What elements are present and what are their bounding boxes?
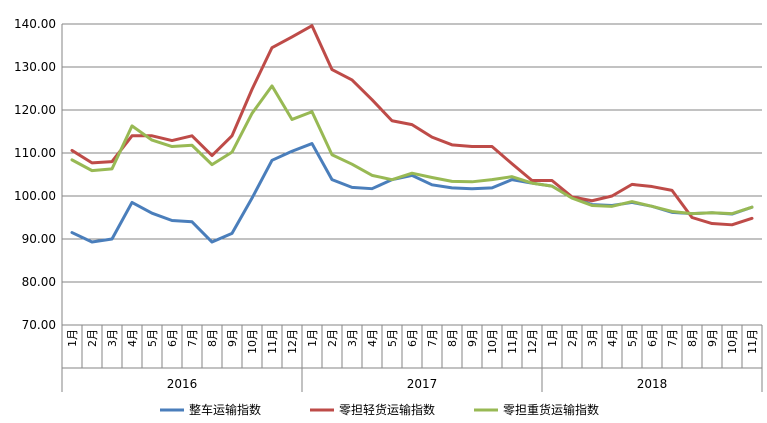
series-line-1 bbox=[70, 142, 754, 244]
x-tick-label: 10月 bbox=[726, 329, 739, 354]
legend-label: 整车运输指数 bbox=[189, 402, 261, 417]
x-tick-label: 11月 bbox=[506, 329, 519, 354]
x-tick-label: 5月 bbox=[146, 329, 159, 347]
series-line-2 bbox=[70, 24, 754, 227]
y-tick-label: 130.00 bbox=[14, 60, 56, 74]
x-tick-label: 2月 bbox=[566, 329, 579, 347]
series-line-3 bbox=[70, 84, 754, 216]
x-tick-label: 3月 bbox=[106, 329, 119, 347]
x-axis: 1月 2月 3月 4月 5月 6月 7月 8月 9月 10月 11月 12月 1月 2月 3月 4月 5月 6月 7… bbox=[61, 24, 763, 392]
legend-label: 零担重货运输指数 bbox=[503, 402, 599, 417]
y-tick-label: 140.00 bbox=[14, 17, 56, 31]
x-tick-label: 10月 bbox=[246, 329, 259, 354]
x-tick-label: 8月 bbox=[206, 329, 219, 347]
x-tick-label: 3月 bbox=[346, 329, 359, 347]
x-tick-label: 9月 bbox=[466, 329, 479, 347]
x-tick-label: 6月 bbox=[406, 329, 419, 347]
x-tick-label: 12月 bbox=[286, 329, 299, 354]
x-tick-label: 5月 bbox=[386, 329, 399, 347]
year-label: 2017 bbox=[407, 377, 438, 391]
x-tick-label: 4月 bbox=[126, 329, 139, 347]
y-tick-label: 90.00 bbox=[22, 232, 56, 246]
y-tick-label: 110.00 bbox=[14, 146, 56, 160]
x-tick-label: 12月 bbox=[526, 329, 539, 354]
x-tick-label: 1月 bbox=[66, 329, 79, 347]
x-tick-label: 11月 bbox=[746, 329, 759, 354]
y-tick-label: 80.00 bbox=[22, 275, 56, 289]
x-tick-label: 6月 bbox=[166, 329, 179, 347]
x-tick-label: 7月 bbox=[666, 329, 679, 347]
legend-label: 零担轻货运输指数 bbox=[339, 402, 435, 417]
x-tick-label: 4月 bbox=[606, 329, 619, 347]
x-tick-label: 8月 bbox=[686, 329, 699, 347]
x-tick-label: 8月 bbox=[446, 329, 459, 347]
series-lines bbox=[70, 24, 754, 244]
x-tick-label: 10月 bbox=[486, 329, 499, 354]
year-label: 2018 bbox=[637, 377, 668, 391]
x-tick-label: 7月 bbox=[426, 329, 439, 347]
x-tick-label: 6月 bbox=[646, 329, 659, 347]
x-tick-label: 5月 bbox=[626, 329, 639, 347]
gridlines bbox=[62, 23, 762, 326]
x-tick-label: 11月 bbox=[266, 329, 279, 354]
x-tick-label: 2月 bbox=[326, 329, 339, 347]
x-tick-label: 9月 bbox=[226, 329, 239, 347]
x-tick-label: 3月 bbox=[586, 329, 599, 347]
x-tick-label: 9月 bbox=[706, 329, 719, 347]
year-label: 2016 bbox=[167, 377, 198, 391]
legend: 整车运输指数 零担轻货运输指数 零担重货运输指数 bbox=[160, 402, 599, 417]
x-tick-label: 1月 bbox=[306, 329, 319, 347]
x-tick-label: 7月 bbox=[186, 329, 199, 347]
x-tick-label: 4月 bbox=[366, 329, 379, 347]
x-tick-label: 2月 bbox=[86, 329, 99, 347]
y-tick-label: 120.00 bbox=[14, 103, 56, 117]
y-tick-label: 100.00 bbox=[14, 189, 56, 203]
y-axis-ticks: 70.00 80.00 90.00 100.00 110.00 120.00 130.00 1… bbox=[14, 17, 56, 332]
x-tick-label: 1月 bbox=[546, 329, 559, 347]
y-tick-label: 70.00 bbox=[22, 318, 56, 332]
